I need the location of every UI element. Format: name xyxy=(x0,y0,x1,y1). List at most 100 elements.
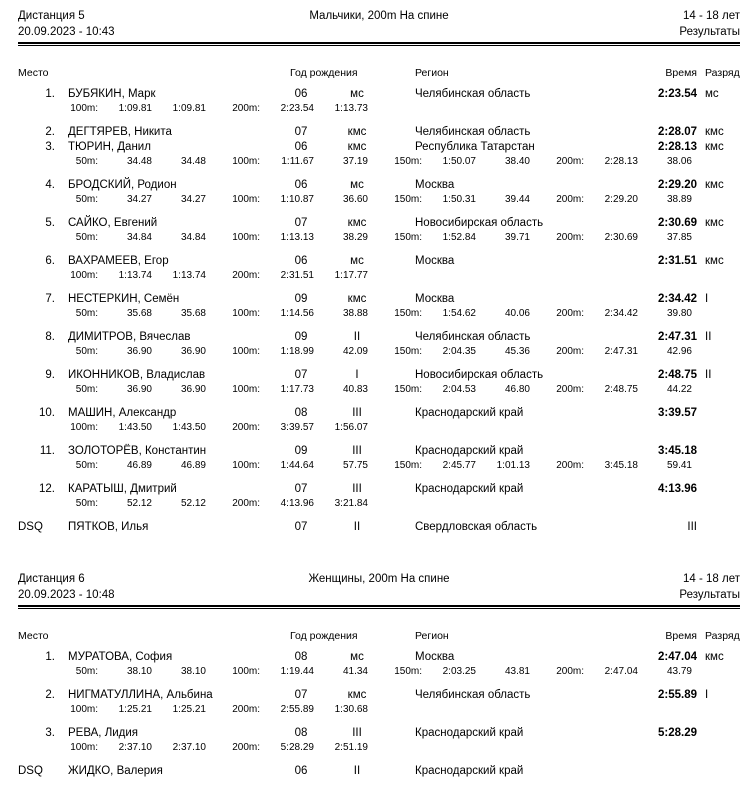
split-distance-label: 100m: xyxy=(232,666,260,677)
result-entry: 11. ЗОЛОТОРЁВ, Константин 09 III Краснодарск… xyxy=(18,444,740,473)
column-gap xyxy=(697,482,705,497)
split-time: 2:29.20 xyxy=(604,194,638,205)
result-row: 3. РЕВА, Лидия 08 III Краснодарский край 5:28… xyxy=(18,726,740,741)
split-time: 1:25.21 xyxy=(118,704,152,715)
split-diff: 3:21.84 xyxy=(334,498,368,509)
entry-rank-cell: кмс xyxy=(347,217,367,229)
split-time: 1:52.84 xyxy=(442,232,476,243)
entry-rank-cell: кмс xyxy=(347,141,367,153)
col-header-place: Место xyxy=(18,67,49,79)
split-time: 2:31.51 xyxy=(280,270,314,281)
column-gap xyxy=(697,87,705,102)
column-gap xyxy=(697,292,705,307)
split-diff: 1:56.07 xyxy=(334,422,368,433)
age-group-label: 14 - 18 лет xyxy=(683,10,740,22)
split-distance-label: 100m: xyxy=(70,270,98,281)
region-cell: Москва xyxy=(415,293,455,305)
column-gap xyxy=(55,406,68,421)
split-distance-label: 50m: xyxy=(75,666,98,677)
col-header-region: Регион xyxy=(415,67,449,79)
result-entry: 12. КАРАТЫШ, Дмитрий 07 III Краснодарский кр… xyxy=(18,482,740,511)
column-gap xyxy=(55,688,68,703)
entry-rank-cell: III xyxy=(352,445,362,457)
col-header-birth-year: Год рождения xyxy=(290,630,358,642)
split-diff: 52.12 xyxy=(180,498,206,509)
split-distance-label: 100m: xyxy=(70,103,98,114)
split-distance-label: 100m: xyxy=(70,422,98,433)
region-cell: Москва xyxy=(415,651,455,663)
section-header: Дистанция 5 20.09.2023 - 10:43 Мальчики, 2… xyxy=(18,8,740,40)
birth-year-cell: 07 xyxy=(294,217,308,229)
split-diff: 46.80 xyxy=(504,384,530,395)
split-time: 1:19.44 xyxy=(280,666,314,677)
split-time: 1:13.74 xyxy=(118,270,152,281)
column-header-row: Место Год рождения Регион Время Разряд xyxy=(18,630,740,643)
entry-rank-cell: III xyxy=(352,483,362,495)
col-header-time: Время xyxy=(665,67,697,79)
swimmer-name: ИКОННИКОВ, Владислав xyxy=(68,369,206,381)
split-time: 2:48.75 xyxy=(604,384,638,395)
place-cell: 2. xyxy=(45,689,55,701)
time-cell: 2:28.13 xyxy=(657,141,697,153)
column-gap xyxy=(55,87,68,102)
split-diff: 38.40 xyxy=(504,156,530,167)
section-header-right: 14 - 18 лет Результаты xyxy=(500,571,740,603)
split-time: 1:54.62 xyxy=(442,308,476,319)
result-entry: 10. МАШИН, Александр 08 III Краснодарский кр… xyxy=(18,406,740,435)
birth-year-cell: 06 xyxy=(294,255,308,267)
swimmer-name: ДЕГТЯРЕВ, Никита xyxy=(68,126,172,138)
time-cell: 4:13.96 xyxy=(657,483,697,495)
rank-cell: кмс xyxy=(705,179,724,191)
split-diff: 40.83 xyxy=(342,384,368,395)
region-cell: Москва xyxy=(415,255,455,267)
result-row: 8. ДИМИТРОВ, Вячеслав 09 II Челябинская обла… xyxy=(18,330,740,345)
final-rank-cell: III xyxy=(687,521,697,533)
result-row: 7. НЕСТЕРКИН, Семён 09 кмс Москва 2:34.42 I xyxy=(18,292,740,307)
split-distance-label: 200m: xyxy=(556,666,584,677)
birth-year-cell: 07 xyxy=(294,126,308,138)
time-cell: 2:31.51 xyxy=(657,255,697,267)
result-row: 4. БРОДСКИЙ, Родион 06 мс Москва 2:29.20 кмс xyxy=(18,178,740,193)
split-distance-label: 200m: xyxy=(556,232,584,243)
split-time: 1:13.13 xyxy=(280,232,314,243)
time-cell: 2:23.54 xyxy=(657,88,697,100)
place-cell: 9. xyxy=(45,369,55,381)
column-gap xyxy=(697,125,705,140)
rank-cell xyxy=(705,444,740,459)
region-cell: Краснодарский край xyxy=(415,727,524,739)
region-cell: Челябинская область xyxy=(415,689,531,701)
col-header-birth-year: Год рождения xyxy=(290,67,358,79)
result-row: 12. КАРАТЫШ, Дмитрий 07 III Краснодарский кр… xyxy=(18,482,740,497)
split-distance-label: 200m: xyxy=(556,384,584,395)
splits-row: 50m: 35.68 35.68 100m: 1:14.56 38.88 150m: 1:54… xyxy=(46,307,740,321)
time-cell: 2:47.31 xyxy=(657,331,697,343)
place-cell: 12. xyxy=(39,483,55,495)
split-time: 2:37.10 xyxy=(118,742,152,753)
split-distance-label: 100m: xyxy=(232,308,260,319)
split-time: 2:34.42 xyxy=(604,308,638,319)
rank-cell xyxy=(705,764,740,779)
splits-row: 50m: 38.10 38.10 100m: 1:19.44 41.34 150m: 2:03… xyxy=(46,665,740,679)
split-diff: 45.36 xyxy=(504,346,530,357)
rank-cell: кмс xyxy=(705,217,724,229)
column-gap xyxy=(697,688,705,703)
split-diff: 34.27 xyxy=(180,194,206,205)
distance-label: Дистанция 5 xyxy=(18,10,85,22)
split-diff: 37.85 xyxy=(666,232,692,243)
split-diff: 2:51.19 xyxy=(334,742,368,753)
column-gap xyxy=(697,764,705,779)
split-time: 1:50.31 xyxy=(442,194,476,205)
split-time: 2:30.69 xyxy=(604,232,638,243)
column-gap xyxy=(697,444,705,459)
split-time: 4:13.96 xyxy=(280,498,314,509)
split-distance-label: 200m: xyxy=(232,422,260,433)
session-datetime: 20.09.2023 - 10:43 xyxy=(18,26,115,38)
region-cell: Новосибирская область xyxy=(415,369,544,381)
swimmer-name: БУБЯКИН, Марк xyxy=(68,88,156,100)
section-header: Дистанция 6 20.09.2023 - 10:48 Женщины, 20… xyxy=(18,571,740,603)
col-header-region: Регион xyxy=(415,630,449,642)
result-row: 2. НИГМАТУЛЛИНА, Альбина 07 кмс Челябинская … xyxy=(18,688,740,703)
result-entry: 1. МУРАТОВА, София 08 мс Москва 2:47.04 кмс 50m… xyxy=(18,650,740,679)
rank-cell: кмс xyxy=(705,255,724,267)
